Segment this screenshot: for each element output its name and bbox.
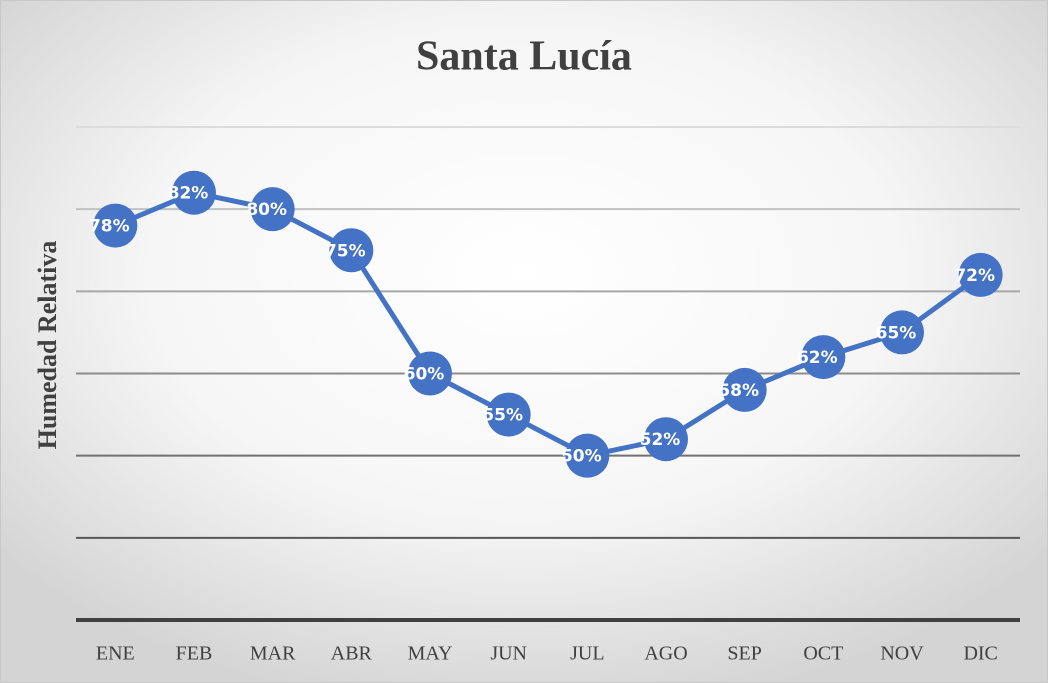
x-tick-label: ABR [331, 643, 373, 665]
x-tick-label: ENE [96, 643, 135, 665]
data-point [329, 228, 374, 273]
data-label: 80% [246, 200, 287, 220]
data-label: 58% [718, 381, 759, 401]
data-label: 78% [89, 217, 130, 237]
data-point [408, 351, 452, 396]
data-point [486, 392, 531, 437]
x-tick-label: FEB [176, 643, 213, 665]
data-label: 75% [325, 241, 366, 261]
data-label: 50% [561, 447, 602, 467]
data-point [172, 170, 216, 215]
data-point [801, 335, 846, 380]
data-label: 65% [876, 323, 917, 343]
data-point [880, 310, 924, 355]
data-label: 82% [168, 184, 209, 204]
x-tick-label: NOV [880, 643, 924, 665]
x-tick-label: JUL [570, 643, 604, 665]
data-label: 55% [482, 406, 523, 426]
data-label: 62% [797, 348, 838, 368]
data-point [958, 252, 1003, 297]
data-label: 52% [640, 430, 681, 450]
x-tick-label: OCT [803, 643, 843, 665]
data-label: 60% [404, 365, 445, 385]
y-axis-label: Humedad Relativa [33, 241, 62, 450]
x-tick-label: MAR [250, 643, 296, 665]
data-label: 72% [954, 266, 995, 286]
data-point [93, 203, 138, 248]
chart-title: Santa Lucía [416, 34, 632, 80]
x-tick-label: AGO [644, 643, 687, 665]
x-tick-label: JUN [490, 643, 527, 665]
x-tick-label: DIC [963, 643, 997, 665]
data-point [250, 187, 295, 232]
x-tick-label: MAY [408, 643, 453, 665]
data-point [722, 367, 767, 412]
data-point [644, 417, 688, 462]
data-point [565, 433, 610, 478]
x-tick-label: SEP [727, 643, 761, 665]
